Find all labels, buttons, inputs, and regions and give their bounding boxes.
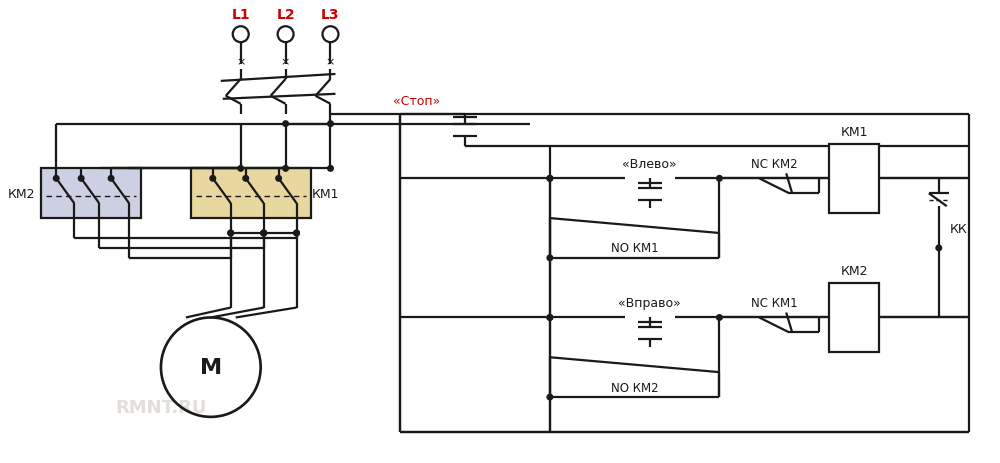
Circle shape: [243, 176, 249, 181]
Text: RMNT.RU: RMNT.RU: [115, 398, 207, 416]
Text: L2: L2: [276, 8, 295, 22]
Circle shape: [717, 176, 722, 181]
Text: NC КМ1: NC КМ1: [751, 296, 798, 309]
Circle shape: [283, 122, 288, 127]
Circle shape: [547, 394, 553, 400]
Text: NO КМ2: NO КМ2: [611, 381, 658, 394]
Bar: [41, 169, 141, 219]
Text: ×: ×: [236, 57, 245, 67]
Circle shape: [210, 176, 216, 181]
Circle shape: [261, 231, 266, 236]
Circle shape: [547, 315, 553, 320]
Circle shape: [238, 166, 244, 172]
Circle shape: [276, 176, 281, 181]
Circle shape: [261, 231, 266, 236]
Circle shape: [547, 176, 553, 181]
Text: «Влево»: «Влево»: [622, 157, 677, 170]
Text: КК: КК: [950, 222, 968, 235]
Circle shape: [328, 166, 333, 172]
Text: ×: ×: [281, 57, 290, 67]
Text: КМ2: КМ2: [8, 188, 35, 200]
Text: «Стоп»: «Стоп»: [393, 95, 440, 108]
Text: ×: ×: [326, 57, 335, 67]
Circle shape: [261, 231, 266, 236]
Circle shape: [328, 122, 333, 127]
Text: NO КМ1: NO КМ1: [611, 242, 658, 255]
Circle shape: [547, 176, 553, 181]
Circle shape: [53, 176, 59, 181]
Circle shape: [78, 176, 84, 181]
Text: КМ1: КМ1: [312, 188, 339, 200]
Text: L1: L1: [231, 8, 250, 22]
Bar: [191, 169, 311, 219]
Circle shape: [228, 231, 234, 236]
Circle shape: [547, 256, 553, 261]
Circle shape: [283, 166, 288, 172]
Text: NC КМ2: NC КМ2: [751, 157, 798, 170]
Circle shape: [294, 231, 299, 236]
Text: КМ2: КМ2: [840, 265, 868, 278]
Text: «Вправо»: «Вправо»: [618, 296, 681, 309]
Text: L3: L3: [321, 8, 340, 22]
Text: КМ1: КМ1: [840, 126, 868, 139]
Circle shape: [228, 231, 234, 236]
Circle shape: [936, 245, 942, 251]
Bar: [829, 283, 879, 352]
Text: М: М: [200, 357, 222, 377]
Bar: [829, 144, 879, 213]
Circle shape: [717, 315, 722, 320]
Circle shape: [547, 315, 553, 320]
Circle shape: [108, 176, 114, 181]
Circle shape: [294, 231, 299, 236]
